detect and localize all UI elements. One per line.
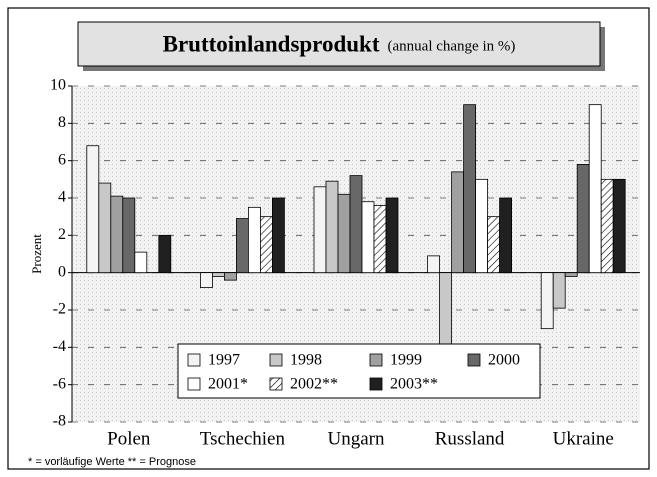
x-tick-label: Tschechien	[200, 428, 286, 449]
bar	[122, 197, 136, 274]
bar	[427, 255, 441, 274]
bar	[361, 201, 375, 274]
y-tick-label: -8	[53, 413, 66, 430]
y-tick-label: 8	[58, 114, 66, 131]
title-box	[77, 21, 601, 67]
x-tick-label: Russland	[435, 428, 505, 449]
bar	[499, 197, 513, 274]
bar	[612, 178, 626, 274]
bar	[259, 216, 273, 274]
bar	[110, 195, 124, 274]
x-tick-label: Ukraine	[553, 428, 614, 449]
legend-swatch	[269, 353, 283, 367]
bar	[588, 104, 602, 274]
legend-label: 1997	[208, 352, 240, 369]
bar	[247, 206, 261, 274]
bar	[475, 178, 489, 274]
bar	[158, 234, 172, 274]
legend-label: 1998	[290, 352, 322, 369]
bar	[439, 272, 453, 348]
footnote: * = vorläufige Werte ** = Prognose	[28, 456, 196, 468]
y-tick-label: 2	[58, 226, 66, 243]
y-tick-label: 4	[58, 189, 66, 206]
bar	[98, 182, 112, 274]
legend-label: 2003**	[390, 376, 438, 393]
legend-box	[177, 343, 541, 399]
bar	[576, 163, 590, 274]
y-tick-label: 0	[58, 263, 66, 280]
legend-label: 2000	[488, 352, 520, 369]
y-tick-label: -2	[53, 301, 66, 318]
bar	[463, 104, 477, 274]
bar	[313, 186, 327, 274]
legend-label: 2001*	[208, 376, 248, 393]
legend-swatch	[187, 353, 201, 367]
bar	[552, 272, 566, 309]
bar	[600, 178, 614, 274]
legend-swatch	[269, 377, 283, 391]
legend-swatch	[467, 353, 481, 367]
bar	[211, 272, 225, 277]
bar	[134, 251, 148, 274]
bar	[564, 272, 578, 277]
y-axis-label: Prozent	[29, 234, 44, 274]
x-tick-label: Ungarn	[328, 428, 385, 449]
bar	[373, 205, 387, 274]
bar	[349, 175, 363, 274]
legend-label: 1999	[390, 352, 422, 369]
legend-label: 2002**	[290, 376, 338, 393]
y-tick-label: 10	[50, 77, 66, 94]
bar	[223, 272, 237, 281]
bar	[540, 272, 554, 330]
y-tick-label: 6	[58, 151, 66, 168]
bar	[199, 272, 213, 288]
bar	[325, 180, 339, 274]
x-tick-label: Polen	[107, 428, 151, 449]
y-tick-label: -4	[53, 338, 66, 355]
legend-swatch	[369, 353, 383, 367]
bar	[271, 197, 285, 274]
bar	[235, 218, 249, 274]
bar	[451, 171, 465, 274]
legend-swatch	[187, 377, 201, 391]
bar	[86, 145, 100, 274]
chart-title: Bruttoinlandsprodukt	[163, 31, 380, 56]
bar	[385, 197, 399, 274]
bar	[487, 216, 501, 274]
bar	[337, 193, 351, 274]
legend-swatch	[369, 377, 383, 391]
y-tick-label: -6	[53, 375, 66, 392]
chart-subtitle: (annual change in %)	[388, 38, 516, 54]
